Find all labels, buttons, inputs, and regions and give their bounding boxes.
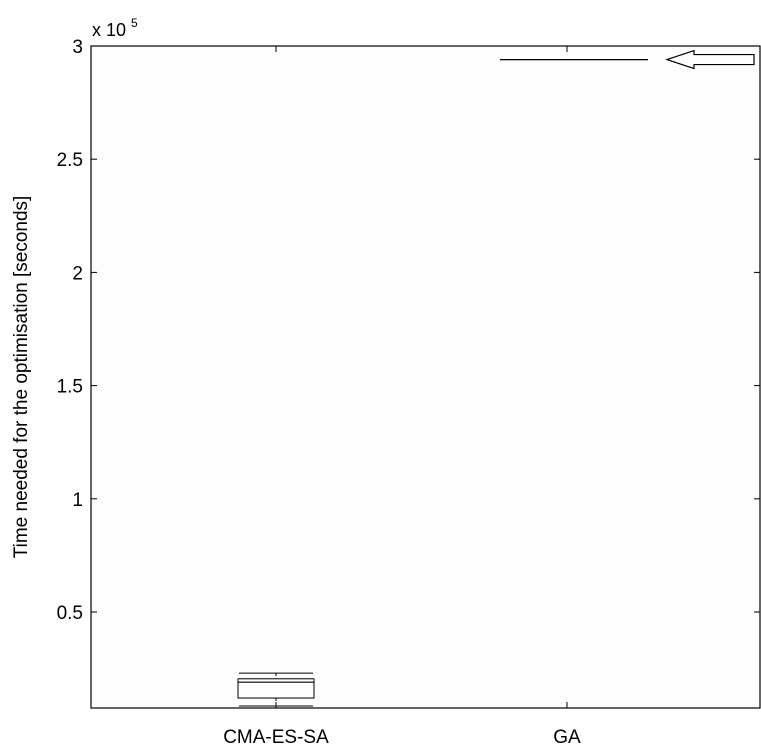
y-axis-title: Time needed for the optimisation [second… (11, 196, 32, 559)
arrow-annotation (665, 49, 755, 70)
plot-area (90, 45, 761, 709)
box-series (237, 58, 648, 707)
y-tick-label: 0.5 (57, 603, 83, 624)
y-tick-label: 2 (72, 263, 83, 284)
x-tick-label: GA (553, 727, 581, 748)
y-tick-label: 2.5 (57, 150, 83, 171)
annotations (665, 49, 755, 70)
x-axis-ticks: CMA-ES-SA GA (223, 46, 581, 748)
y-tick-label: 1 (72, 490, 83, 511)
box-cma-es-sa (237, 672, 315, 707)
iqr-box (237, 678, 315, 699)
exponent-power: 5 (131, 16, 138, 30)
x-tick-label: CMA-ES-SA (223, 727, 329, 748)
y-tick-label: 3 (72, 37, 83, 58)
y-tick-label: 1.5 (57, 377, 83, 398)
exponent-base: x 10 (92, 20, 126, 40)
y-axis-exponent-label: x 10 5 (92, 16, 138, 40)
y-axis-ticks: 0.5 1 1.5 2 2.5 3 (57, 37, 760, 624)
